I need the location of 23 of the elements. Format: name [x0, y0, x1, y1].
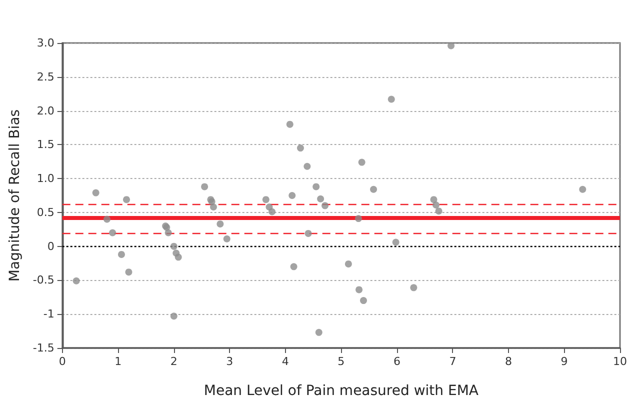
x-tick-label: 6 [393, 355, 400, 368]
y-tick-label: -1.5 [32, 342, 54, 354]
x-tick-label: 2 [170, 355, 178, 368]
x-tick-label: 5 [338, 355, 345, 368]
y-tick-label: 1.5 [36, 138, 54, 152]
y-tick-label: -0.5 [32, 274, 54, 287]
y-tick-label: -1 [43, 308, 54, 321]
x-tick-label: 4 [282, 355, 289, 368]
y-tick-label: 3.0 [36, 36, 54, 50]
x-tick-label: 9 [560, 355, 568, 368]
y-tick-label: 1.0 [36, 172, 54, 186]
y-tick-label: 0 [47, 240, 54, 253]
x-axis-title: Mean Level of Pain measured with EMA [204, 383, 479, 399]
x-tick-label: 1 [114, 355, 122, 368]
x-tick-label: 0 [58, 355, 66, 368]
y-tick-label: 2.5 [36, 70, 54, 84]
x-tick-label: 10 [613, 355, 627, 368]
x-tick-label: 3 [226, 355, 234, 368]
x-tick-label: 8 [504, 355, 512, 368]
y-tick-label: 2.0 [36, 104, 54, 118]
y-tick-label: 0.5 [36, 206, 54, 219]
y-axis-title: Magnitude of Recall Bias [7, 109, 23, 282]
x-tick-label: 7 [449, 355, 456, 368]
